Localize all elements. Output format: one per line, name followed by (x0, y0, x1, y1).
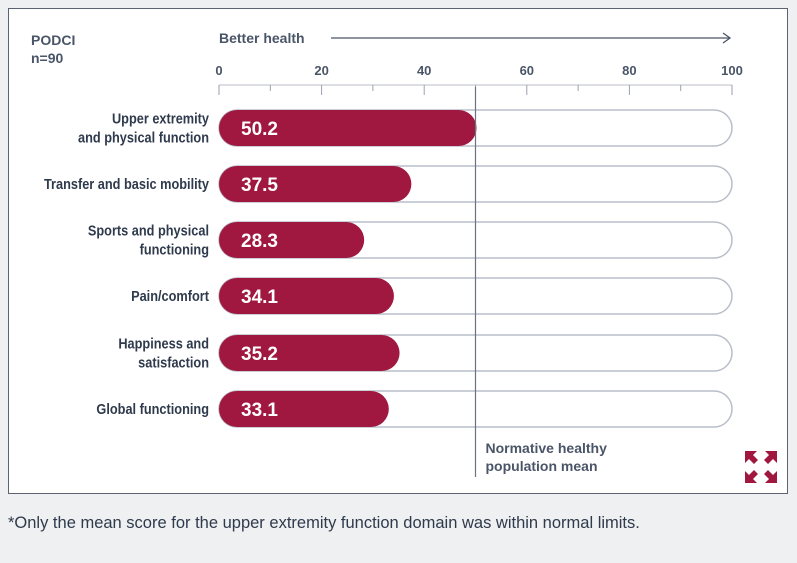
axis-header-label: Better health (219, 30, 305, 46)
x-tick-label-3: 60 (520, 63, 534, 78)
x-tick-label-1: 20 (314, 63, 328, 78)
x-tick-label-4: 80 (622, 63, 636, 78)
bar (219, 222, 365, 258)
bar-value-label: 50.2 (241, 119, 278, 140)
category-label: Happiness and (118, 336, 209, 352)
x-tick-label-0: 0 (215, 63, 222, 78)
bar-chart: Better health 0 20 40 60 80 100 50.2 Upper extre… (44, 30, 743, 477)
instrument-name: PODCI (31, 32, 76, 48)
bar-value-label: 33.1 (241, 400, 278, 421)
bar (219, 278, 394, 314)
category-label: Transfer and basic mobility (44, 176, 209, 192)
category-label: Global functioning (96, 401, 209, 417)
chart-card: PODCI n=90 Better health 0 20 40 60 80 100 50.2… (8, 8, 788, 494)
instrument-info: PODCI n=90 (31, 31, 75, 67)
header-arrow-head (722, 32, 732, 44)
bar (219, 166, 412, 202)
category-label: functioning (140, 242, 209, 258)
category-label: satisfaction (138, 355, 209, 371)
x-tick-label-5: 100 (721, 63, 743, 78)
reference-line-label: population mean (486, 458, 598, 474)
reference-line-label: Normative healthy (486, 440, 608, 456)
bar-value-label: 35.2 (241, 344, 278, 365)
bar-value-label: 28.3 (241, 231, 278, 252)
x-tick-label-2: 40 (417, 63, 431, 78)
category-label: and physical function (78, 130, 209, 146)
bar (219, 335, 400, 371)
category-label: Sports and physical (88, 223, 209, 239)
bar (219, 110, 477, 146)
footnote: *Only the mean score for the upper extre… (8, 514, 640, 532)
bar-value-label: 34.1 (241, 287, 278, 308)
category-label: Upper extremity (112, 111, 209, 127)
category-label: Pain/comfort (131, 288, 209, 304)
sample-size: n=90 (31, 50, 64, 66)
bar (219, 391, 389, 427)
expand-icon[interactable] (745, 451, 777, 483)
bar-value-label: 37.5 (241, 175, 278, 196)
